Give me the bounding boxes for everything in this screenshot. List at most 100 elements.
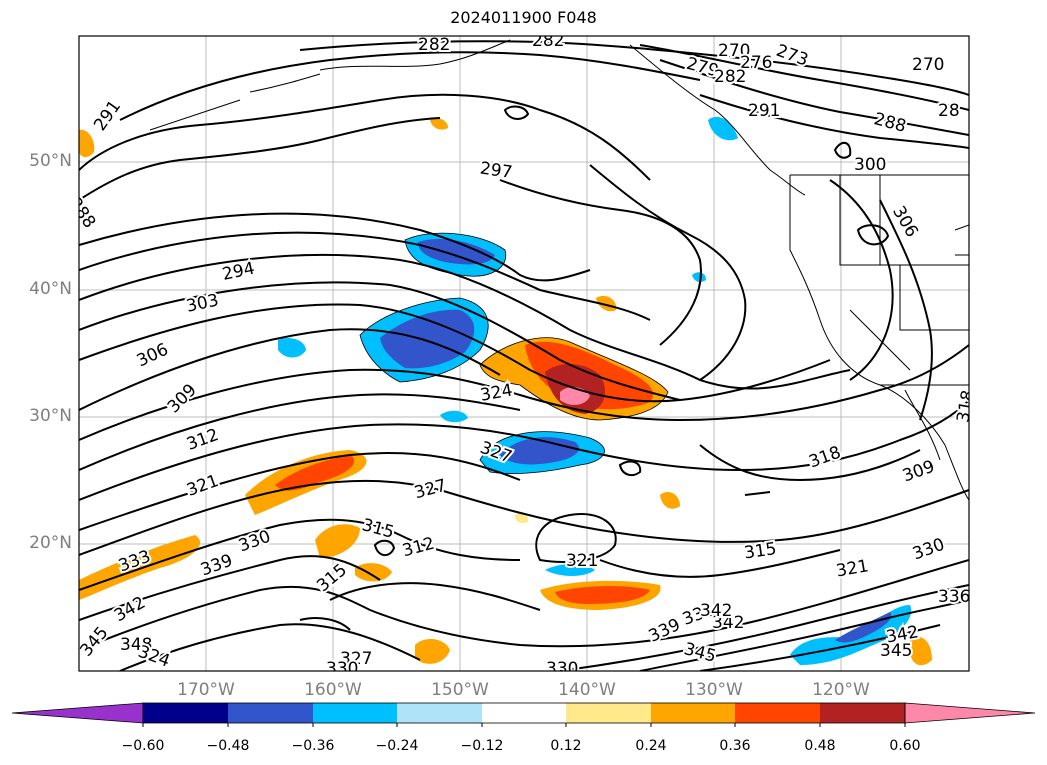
contour-label: 330	[546, 659, 578, 679]
contour-label: 345	[880, 641, 912, 661]
lon-label-150w: 150°W	[431, 680, 489, 700]
contour-label: 282	[532, 31, 564, 51]
colorbar-tick-label: −0.36	[291, 738, 335, 754]
contour-label: 28	[938, 101, 960, 121]
neg-blob-3	[278, 338, 306, 358]
contour-label: 342	[700, 601, 732, 621]
colorbar-bin	[482, 703, 566, 723]
colorbar-bin	[228, 703, 313, 723]
pos-blob-8	[910, 636, 932, 666]
colorbar-tick-label: 0.12	[550, 738, 582, 754]
contour-label: 306	[134, 340, 172, 372]
contour-label: 315	[360, 515, 397, 543]
contour-label: 348	[120, 635, 152, 655]
colorbar-extend-high	[904, 702, 1036, 724]
graticule	[79, 36, 969, 671]
neg-blob-5	[440, 410, 468, 423]
contour-label: 303	[185, 290, 221, 316]
contour-label: 336	[938, 587, 970, 607]
neg-blob-2-core	[380, 309, 475, 369]
pos-blob-11	[430, 118, 448, 130]
contour-label: 312	[184, 425, 221, 455]
lat-label-40n: 40°N	[29, 279, 72, 299]
contour-label: 324	[479, 380, 514, 405]
colorbar-extend-low	[11, 702, 144, 724]
contour-label: 321	[835, 556, 870, 581]
colorbar-bin	[735, 703, 820, 723]
contour-label: 345	[682, 639, 719, 667]
colorbar-bin	[566, 703, 651, 723]
contour-label: 309	[900, 457, 937, 487]
contour-label: 315	[313, 560, 351, 596]
contour-label: 330	[236, 527, 273, 557]
colorbar-bin	[820, 703, 905, 723]
lon-label-140w: 140°W	[558, 680, 616, 700]
colorbar-bin	[143, 703, 228, 723]
colorbar-tick-label: 0.24	[635, 738, 667, 754]
coastline	[149, 39, 969, 501]
neg-blob-7-core	[835, 612, 892, 643]
pos-blob-4	[315, 524, 360, 558]
colorbar-tick-label: −0.60	[121, 738, 165, 754]
contour-label: 306	[888, 203, 922, 241]
colorbar-tick-label: −0.12	[460, 738, 504, 754]
colorbar-tick-label: −0.24	[375, 738, 419, 754]
pos-blob-2-core	[275, 456, 355, 491]
contour-label: 282	[418, 35, 450, 55]
contour-label: 330	[326, 659, 358, 679]
map-frame	[78, 35, 970, 672]
contour-label: 276	[740, 53, 772, 73]
lat-label-20n: 20°N	[29, 533, 72, 553]
contour-label: 321	[566, 551, 598, 571]
contour-label: 339	[198, 551, 235, 581]
colorbar-tick-label: 0.36	[719, 738, 751, 754]
colorbar-tick-label: 0.60	[889, 738, 921, 754]
colorbar-tick-label: 0.48	[804, 738, 836, 754]
contour-label: 297	[479, 159, 514, 183]
pos-blob-6-core	[555, 586, 650, 604]
contour-label: 327	[340, 649, 372, 669]
contour-lines	[79, 40, 969, 671]
neg-blob-6	[708, 116, 738, 141]
contour-label: 288	[64, 194, 99, 232]
contour-label: 330	[910, 535, 947, 565]
contour-label: 318	[806, 443, 843, 473]
shading-blobs	[79, 116, 932, 666]
contour-label: 291	[748, 101, 780, 121]
contour-label: 270	[912, 55, 944, 75]
contour-label: 327	[412, 476, 449, 504]
contour-label: 342	[712, 613, 744, 633]
lon-label-120w: 120°W	[812, 680, 870, 700]
contour-label: 270	[718, 41, 750, 61]
contour-label: 321	[184, 471, 221, 501]
contour-label: 300	[854, 155, 886, 175]
contour-label: 291	[90, 97, 125, 135]
lon-label-160w: 160°W	[304, 680, 362, 700]
chart-title: 2024011900 F048	[450, 8, 597, 27]
contour-label: 309	[164, 380, 201, 417]
lat-label-50n: 50°N	[29, 151, 72, 171]
neg-blob-8	[545, 564, 595, 576]
colorbar-bin	[651, 703, 735, 723]
contour-label: 318	[953, 389, 978, 424]
colorbar-tick-label: −0.48	[206, 738, 250, 754]
contour-label: 339	[646, 615, 684, 647]
neg-blob-9	[692, 272, 706, 283]
contour-label: 324	[135, 642, 172, 672]
colorbar-bin	[397, 703, 482, 723]
contour-label: 273	[773, 41, 810, 71]
contour-label: 345	[76, 623, 112, 661]
pos-blob-3	[79, 535, 201, 600]
pos-blob-10	[596, 295, 617, 312]
colorbar	[11, 702, 1036, 727]
lon-label-130w: 130°W	[685, 680, 743, 700]
pos-blob-13	[515, 512, 529, 524]
pos-blob-12	[660, 492, 680, 509]
lat-label-30n: 30°N	[29, 406, 72, 426]
contour-label: 282	[714, 67, 746, 87]
lon-label-170w: 170°W	[177, 680, 235, 700]
pos-blob-5	[355, 563, 392, 582]
blob-outlines	[359, 232, 669, 474]
pos-blob-7	[415, 638, 450, 664]
